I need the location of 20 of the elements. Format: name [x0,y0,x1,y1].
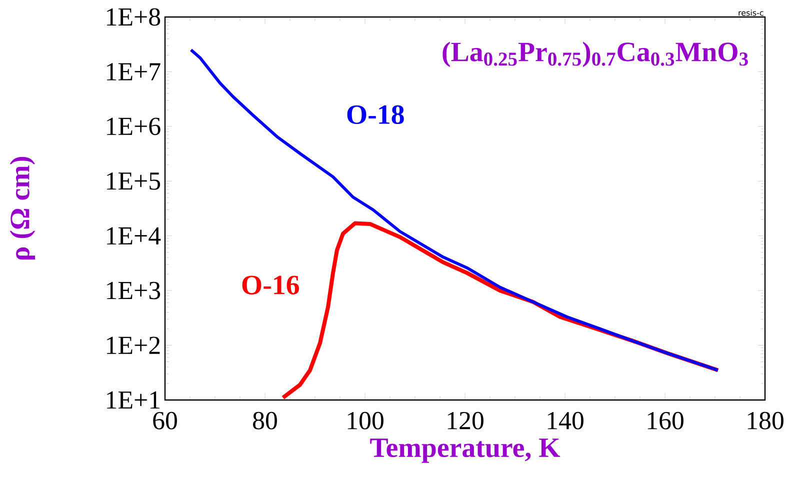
y-axis-title: ρ (Ω cm) [10,157,36,260]
x-tick-label: 60 [153,412,177,430]
series-label: O-18 [347,105,404,124]
y-tick-label: 1E+6 [107,118,160,136]
x-tick-label: 80 [253,412,277,430]
series-label: O-16 [242,276,299,294]
y-tick-label: 1E+2 [107,336,160,354]
x-tick-label: 180 [748,412,784,430]
x-tick-label: 120 [448,412,484,430]
x-axis-title: Temperature, K [370,438,560,463]
y-tick-label: 1E+4 [107,227,161,244]
y-tick-label: 1E+7 [107,63,160,80]
x-tick-label: 100 [348,412,384,430]
y-tick-label: 1E+8 [107,8,160,26]
y-tick-label: 1E+5 [107,172,160,190]
y-tick-label: 1E+1 [107,391,160,409]
x-tick-label: 140 [548,412,584,430]
x-tick-label: 160 [648,412,684,430]
chart-title: (La$_{0.25}$Pr$_{0.75}$)$_{0.7}$Ca$_{0.3}$MnO$_{3}$ [442,42,748,68]
y-tick-label: 1E+3 [107,282,160,300]
